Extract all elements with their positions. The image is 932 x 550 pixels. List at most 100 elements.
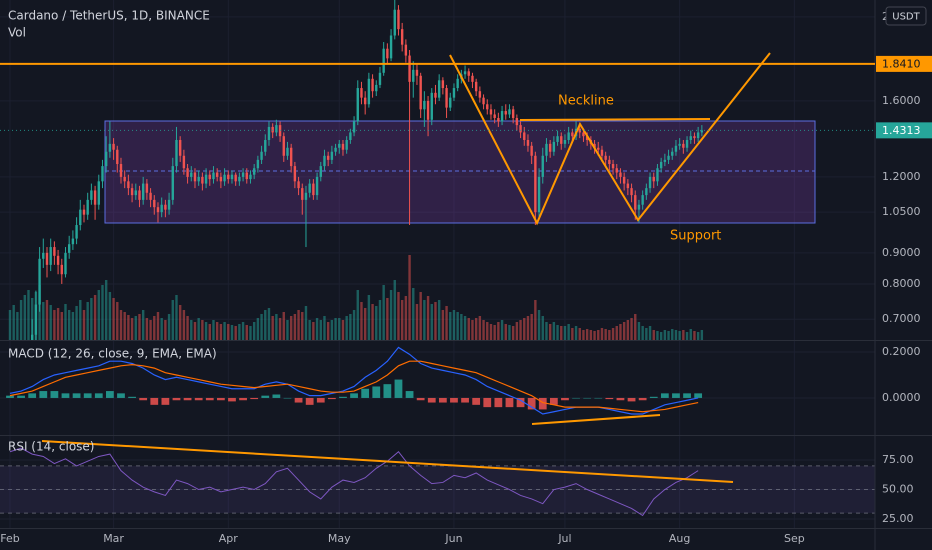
range-box [104,120,816,224]
volume-bar [360,302,363,340]
volume-bar [404,296,408,340]
candle-body [330,151,334,160]
candle-body [500,111,504,122]
macd-histogram-bar [694,393,703,398]
volume-bar [145,318,149,340]
candle-body [637,204,641,210]
axes: FebMarAprMayJunJulAugSep21.60001.20001.0… [0,10,932,545]
volume-bar [330,320,334,340]
macd-histogram-bar [505,397,514,408]
candle-body [141,183,145,200]
candle-body [223,174,226,182]
candle-body [252,168,256,175]
volume-bar [67,310,71,340]
volume-bar [693,331,696,340]
volume-bar [171,300,174,340]
candle-body [338,143,341,148]
macd-histogram-bar [205,397,214,401]
volume-bar [375,306,378,340]
volume-bar [93,295,97,340]
candle-body [430,92,433,120]
candle-body [659,161,663,169]
volume-bar [571,328,574,340]
volume-bar [589,330,593,340]
candle-body [611,164,615,169]
volume-bar [241,322,245,340]
candle-body [600,149,604,156]
volume-bar [500,320,504,340]
volume-bar [445,306,448,340]
macd-histogram-bar [139,397,148,401]
volume-bar [689,329,692,340]
candle-body [630,188,633,196]
candle-body [230,174,234,180]
macd-histogram-bar [627,397,636,402]
volume-bar [515,322,519,340]
macd-histogram-bar [172,397,181,401]
signal-line [9,360,699,413]
candle-body [197,176,200,182]
candle-body [38,258,41,305]
channel-box [104,120,816,224]
volume-bar [267,308,271,340]
volume-bar [249,326,252,340]
volume-bar [23,295,26,340]
volume-bar [611,328,615,340]
volume-bar [75,306,78,340]
volume-bar [282,312,285,340]
candle-body [90,190,93,200]
candle-body [622,176,626,184]
volume-bar [426,296,430,340]
macd-histogram-bar [572,397,580,399]
candle-body [526,139,530,146]
macd-histogram-bar [450,397,458,403]
volume-bar [600,328,604,340]
volume-bar [560,326,563,340]
volume-bar [663,330,667,340]
volume-bar [378,300,382,340]
candle-body [511,109,515,118]
candle-body [64,252,67,275]
volume-bar [286,320,289,340]
candle-body [104,151,108,167]
candle-body [393,9,396,36]
candle-body [49,247,52,265]
volume-bar [8,310,12,340]
volume-bar [511,326,515,340]
volume-bar [341,320,345,340]
volume-bar [319,320,322,340]
macd-histogram-bar [194,397,203,401]
volume-bar [437,300,441,340]
volume-bar [297,310,300,340]
last-price-badge [876,122,932,139]
macd-histogram-bar [216,397,225,401]
candle-body [415,69,419,76]
candle-body [456,78,459,89]
volume-bar [441,310,445,340]
volume-bar [182,310,186,340]
candle-body [323,155,326,167]
volume-bar [482,320,485,340]
rsi-trendline [41,440,734,483]
currency-badge[interactable] [885,6,927,26]
volume-bar [423,300,426,340]
volume-bar [497,322,500,340]
volume-bar [193,322,197,340]
candle-body [93,190,97,205]
candle-body [245,172,248,180]
volume-bar [97,290,100,340]
volume-bar [604,329,607,340]
macd-histogram-bar [239,397,247,401]
candle-body [382,48,385,73]
candle-body [326,155,330,160]
volume-bar [648,326,652,340]
volume-bar [452,310,456,340]
candle-body [556,136,559,142]
candle-body [301,188,304,200]
candle-body [149,192,152,200]
volume-bar [49,305,52,340]
macd-histogram-bar [305,397,314,405]
candle-body [560,136,563,144]
candle-body [375,84,378,92]
macd-histogram-bar [228,397,236,402]
